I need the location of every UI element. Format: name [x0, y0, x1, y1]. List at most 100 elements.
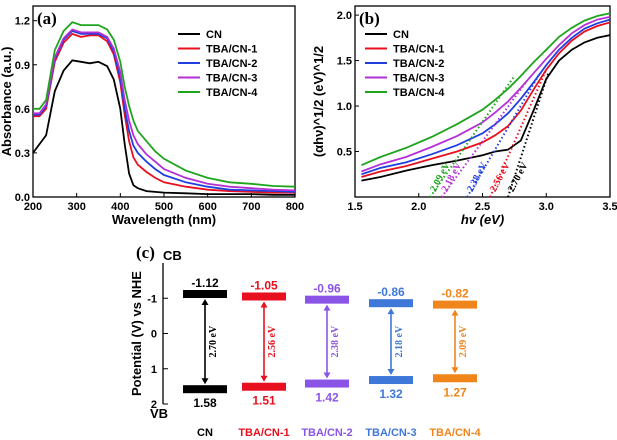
band-gap-label: 2.38 eV: [330, 325, 341, 357]
y-tick-label-c: 2: [151, 399, 157, 411]
y-axis-label-b: (αhν)^1/2 (eV)^1/2: [311, 46, 326, 157]
band-gap-label: 2.70 eV: [208, 325, 219, 357]
x-tick-label-b: 1.5: [347, 201, 362, 213]
y-tick-label-a: 0.6: [15, 104, 30, 116]
vb-value-label: 1.58: [193, 396, 217, 410]
series-line-b-tba-cn-3: [361, 16, 611, 173]
x-axis-label-a: Wavelength (nm): [112, 212, 216, 227]
band-gap-arrow-head-top: [387, 308, 395, 315]
vb-value-label: 1.32: [379, 387, 403, 401]
tangent-label: 2.38 eV: [465, 160, 490, 194]
band-gap-arrow-head-top: [260, 301, 268, 308]
series-line-b-tba-cn-1: [361, 21, 611, 178]
vb-value-label: 1.42: [315, 391, 339, 405]
vb-bar: [183, 385, 227, 394]
legend-label-a: TBA/CN-3: [206, 73, 257, 85]
y-tick-label-c: 1: [151, 364, 157, 376]
vb-bar: [369, 376, 413, 385]
band-gap-arrow-head-top: [201, 299, 209, 306]
x-tick-label-a: 700: [242, 201, 260, 213]
x-tick-label-a: 300: [67, 201, 85, 213]
legend-label-a: TBA/CN-1: [206, 44, 257, 56]
y-tick-label-c: -1: [147, 293, 157, 305]
band-gap-arrow-head-bottom: [260, 375, 268, 382]
band-gap-label: 2.56 eV: [267, 325, 278, 357]
legend-label-a: TBA/CN-2: [206, 58, 257, 70]
band-gap-arrow-head-bottom: [323, 372, 331, 379]
panel-c: (c) CB VB -1 0 1 2 Potential (V) vs NHE -1.12 1.5…: [129, 243, 482, 439]
x-tick-label-a: 400: [111, 201, 129, 213]
band-gap-label: 2.09 eV: [458, 325, 469, 357]
cb-bar: [433, 300, 477, 309]
y-tick-label-c: 0: [151, 329, 157, 341]
series-line-tba-cn-1: [33, 32, 295, 194]
x-axis-label-b: hv (eV): [461, 212, 504, 227]
series-line-b-cn: [361, 34, 611, 182]
legend-label-b: TBA/CN-1: [393, 44, 444, 56]
y-axis-label-c: Potential (V) vs NHE: [129, 271, 144, 396]
vb-value-label: 1.27: [443, 385, 467, 399]
x-tick-label-a: 500: [155, 201, 173, 213]
y-tick-label-a: 0.9: [15, 60, 30, 72]
category-label: TBA/CN-1: [238, 427, 289, 439]
cb-value-label: -0.82: [441, 287, 469, 301]
vb-bar: [305, 379, 349, 388]
y-tick-label-b: 0.5: [337, 147, 352, 159]
cb-axis-label: CB: [163, 248, 182, 263]
series-line-cn: [32, 59, 295, 196]
cb-value-label: -1.05: [250, 278, 278, 292]
y-tick-label-b: 2.0: [337, 10, 352, 22]
cb-value-label: -0.86: [377, 285, 405, 299]
tangent-line: [429, 75, 516, 198]
series-line-tba-cn-3: [33, 28, 296, 192]
legend-label-b: TBA/CN-3: [393, 73, 444, 85]
legend-label-a: TBA/CN-4: [206, 87, 258, 99]
series-line-b-tba-cn-4: [361, 12, 611, 167]
cb-value-label: -0.96: [313, 282, 341, 296]
legend-label-a: CN: [206, 29, 222, 41]
vb-bar: [242, 382, 286, 391]
band-gap-arrow-head-top: [451, 309, 459, 316]
x-tick-label-a: 200: [24, 201, 42, 213]
y-tick-label-b: 1.5: [337, 56, 352, 68]
x-tick-label-a: 600: [198, 201, 216, 213]
band-gap-arrow-head-bottom: [387, 369, 395, 376]
vb-value-label: 1.51: [252, 394, 276, 408]
y-tick-label-b: 1.0: [337, 101, 352, 113]
panel-b: 1.5 2.0 2.5 3.0 3.5 0.5 1.0 1.5 2.0 hv (eV) (αhν)^…: [311, 5, 617, 227]
category-label: TBA/CN-2: [301, 427, 352, 439]
series-line-tba-cn-4: [33, 21, 296, 188]
tangent-line: [440, 79, 528, 198]
y-tick-label-a: 1.2: [15, 16, 30, 28]
category-label: TBA/CN-3: [365, 427, 416, 439]
x-tick-label-b: 2.5: [475, 201, 490, 213]
series-line-b-tba-cn-2: [361, 18, 611, 176]
y-tick-label-a: 0.3: [15, 148, 30, 160]
x-tick-label-b: 2.0: [411, 201, 426, 213]
band-gap-arrow-head-bottom: [201, 378, 209, 385]
category-label: TBA/CN-4: [429, 427, 481, 439]
cb-bar: [183, 290, 227, 299]
cb-bar: [369, 299, 413, 308]
y-axis-label-a: Absorbance (a.u.): [0, 47, 14, 157]
x-tick-label-a: 800: [286, 201, 304, 213]
legend-label-b: TBA/CN-4: [393, 87, 445, 99]
panel-label-b: (b): [359, 9, 380, 28]
vb-bar: [433, 374, 477, 383]
cb-value-label: -1.12: [191, 276, 219, 290]
y-tick-label-a: 0.0: [15, 192, 30, 204]
x-tick-label-b: 3.5: [602, 201, 617, 213]
category-label: CN: [197, 427, 213, 439]
vb-axis-label: VB: [150, 406, 168, 421]
band-gap-arrow-head-top: [323, 304, 331, 311]
panel-label-a: (a): [37, 9, 57, 28]
band-gap-arrow-head-bottom: [451, 367, 459, 374]
x-tick-label-b: 3.0: [539, 201, 554, 213]
legend-label-b: TBA/CN-2: [393, 58, 444, 70]
cb-bar: [242, 292, 286, 301]
panel-label-c: (c): [136, 243, 155, 262]
legend-label-b: CN: [393, 29, 409, 41]
panel-a: 200 300 400 500 600 700 800 0.0 0.3 0.6 0.9 1.2 Wave…: [0, 5, 304, 227]
band-gap-label: 2.18 eV: [394, 325, 405, 357]
